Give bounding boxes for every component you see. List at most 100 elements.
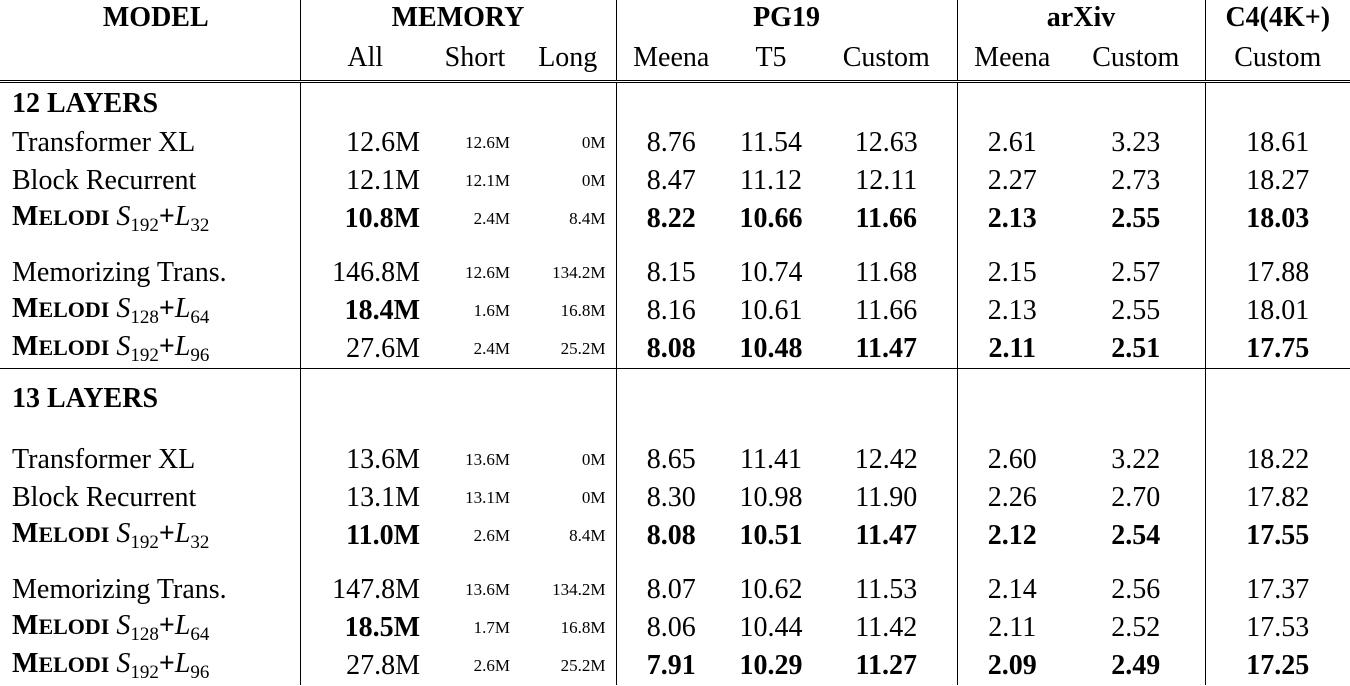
spacer-cell xyxy=(616,369,726,442)
spacer-cell xyxy=(430,369,520,442)
spacer-cell xyxy=(816,81,958,124)
section-title: 12 LAYERS xyxy=(0,81,301,124)
short-memory-size: 128 xyxy=(130,307,159,328)
header-empty xyxy=(0,36,301,83)
short-memory-symbol: S xyxy=(116,293,131,324)
pg19-meena-cell: 8.07 xyxy=(646,574,696,605)
model-cell: Memorizing Trans. xyxy=(0,254,301,292)
spacer-cell xyxy=(300,238,430,254)
memory-short-cell: 13.1M xyxy=(465,488,510,507)
spacer-cell xyxy=(1205,369,1350,442)
memory-long-cell: 16.8M xyxy=(520,292,617,330)
arxiv-meena-cell: 2.12 xyxy=(987,520,1037,551)
spacer-cell xyxy=(616,238,726,254)
memory-long-cell: 134.2M xyxy=(520,254,617,292)
pg19-t5-cell: 10.44 xyxy=(739,612,803,643)
model-name-rest: ELODI xyxy=(38,297,110,322)
model-name-rest: ELODI xyxy=(38,652,110,677)
spacer-cell xyxy=(520,555,617,571)
pg19-meena-cell: 8.06 xyxy=(646,612,696,643)
memory-short-cell: 13.6M xyxy=(465,450,510,469)
model-cell: MELODI S192+L96 xyxy=(0,330,301,369)
spacer-cell xyxy=(430,555,520,571)
pg19-t5-cell: 10.61 xyxy=(739,295,803,326)
section-title: 13 LAYERS xyxy=(0,368,301,441)
memory-long-cell: 8.4M xyxy=(520,517,617,555)
table-row: MELODI S128+L64 18.5M 1.7M 16.8M 8.06 10.44 11… xyxy=(0,609,1350,647)
spacer-cell xyxy=(1205,238,1350,254)
plus-sign: + xyxy=(158,293,175,324)
model-cell: Transformer XL xyxy=(0,441,301,479)
pg19-meena-cell: 8.30 xyxy=(646,482,696,513)
arxiv-meena-cell: 2.13 xyxy=(987,203,1037,234)
spacer-cell xyxy=(300,82,430,125)
arxiv-meena-cell: 2.26 xyxy=(987,482,1037,513)
plus-sign: + xyxy=(158,610,175,641)
spacer-cell xyxy=(957,238,1067,254)
c4-custom-cell: 17.55 xyxy=(1246,520,1310,551)
arxiv-meena-cell: 2.60 xyxy=(987,444,1037,475)
subheader-arxiv-custom: Custom xyxy=(1067,36,1206,83)
spacer-cell xyxy=(300,555,430,571)
model-name-rest: ELODI xyxy=(38,205,110,230)
memory-all-cell: 27.8M xyxy=(346,650,420,681)
arxiv-custom-cell: 2.54 xyxy=(1067,517,1206,555)
group-spacer xyxy=(0,238,1350,254)
spacer-cell xyxy=(616,555,726,571)
subheader-pg19-custom: Custom xyxy=(816,36,958,83)
pg19-meena-cell: 7.91 xyxy=(646,650,696,681)
short-memory-symbol: S xyxy=(116,201,131,232)
pg19-t5-cell: 10.98 xyxy=(739,482,803,513)
subheader-all: All xyxy=(300,36,430,83)
memory-long-cell: 25.2M xyxy=(520,330,617,369)
table-row: MELODI S192+L96 27.8M 2.6M 25.2M 7.91 10.29 11… xyxy=(0,647,1350,685)
arxiv-meena-cell: 2.13 xyxy=(987,295,1037,326)
section-header-row: 12 LAYERS xyxy=(0,81,1350,125)
memory-short-cell: 2.4M xyxy=(430,330,520,369)
c4-custom-cell: 17.25 xyxy=(1246,650,1310,681)
memory-all-cell: 18.4M xyxy=(344,295,420,326)
model-name-initial: M xyxy=(12,331,39,362)
subheader-pg19-meena: Meena xyxy=(616,36,726,83)
table-row: MELODI S192+L32 10.8M 2.4M 8.4M 8.22 10.66 11.… xyxy=(0,200,1350,238)
c4-custom-cell: 17.88 xyxy=(1246,257,1310,288)
model-name-initial: M xyxy=(12,610,39,641)
memory-long-cell: 8.4M xyxy=(520,200,617,238)
long-memory-symbol: L xyxy=(174,518,191,549)
model-cell: Block Recurrent xyxy=(0,479,301,517)
memory-all-cell: 12.6M xyxy=(346,127,420,158)
arxiv-meena-cell: 2.14 xyxy=(987,574,1037,605)
spacer-cell xyxy=(1067,368,1206,441)
table-row: MELODI S192+L96 27.6M 2.4M 25.2M 8.08 10.48 11… xyxy=(0,330,1350,369)
header-memory: MEMORY xyxy=(300,0,617,36)
spacer-cell xyxy=(0,238,301,254)
table-row: Memorizing Trans. 146.8M 12.6M 134.2M 8.15 10… xyxy=(0,254,1350,292)
spacer-cell xyxy=(816,238,958,254)
arxiv-custom-cell: 2.70 xyxy=(1067,479,1206,517)
pg19-custom-cell: 11.68 xyxy=(816,254,958,292)
arxiv-meena-cell: 2.11 xyxy=(988,612,1037,643)
pg19-t5-cell: 10.51 xyxy=(739,520,803,551)
pg19-custom-cell: 11.47 xyxy=(816,517,958,555)
c4-custom-cell: 17.53 xyxy=(1246,612,1310,643)
subheader-short: Short xyxy=(430,36,520,83)
pg19-custom-cell: 11.66 xyxy=(816,200,958,238)
spacer-cell xyxy=(726,555,816,571)
pg19-t5-cell: 11.41 xyxy=(740,444,802,475)
group-spacer xyxy=(0,555,1350,571)
memory-short-cell: 13.6M xyxy=(465,580,510,599)
memory-all-cell: 18.5M xyxy=(344,612,420,643)
section-header-row: 13 LAYERS xyxy=(0,368,1350,442)
pg19-t5-cell: 11.54 xyxy=(740,127,802,158)
pg19-t5-cell: 10.48 xyxy=(726,330,816,369)
model-cell: Block Recurrent xyxy=(0,162,301,200)
long-memory-symbol: L xyxy=(174,293,191,324)
pg19-meena-cell: 8.16 xyxy=(646,295,696,326)
pg19-custom-cell: 11.27 xyxy=(816,647,958,685)
arxiv-meena-cell: 2.27 xyxy=(987,165,1037,196)
spacer-cell xyxy=(300,369,430,442)
header-row-groups: MODEL MEMORY PG19 arXiv C4(4K+) xyxy=(0,0,1350,36)
spacer-cell xyxy=(1067,555,1206,571)
c4-custom-cell: 18.03 xyxy=(1246,203,1310,234)
pg19-custom-cell: 11.90 xyxy=(816,479,958,517)
